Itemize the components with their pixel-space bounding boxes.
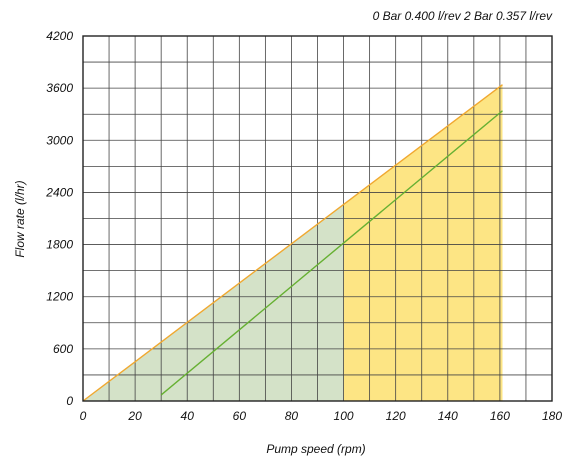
x-tick-label: 20 bbox=[127, 409, 142, 423]
x-tick-label: 100 bbox=[334, 409, 354, 423]
y-tick-label: 0 bbox=[66, 394, 73, 408]
shaded-region-1 bbox=[343, 84, 503, 402]
x-tick-label: 60 bbox=[233, 409, 247, 423]
y-axis-title: Flow rate (l/hr) bbox=[13, 180, 27, 257]
y-tick-labels: 0 600 1200 1800 2400 3000 3600 4200 bbox=[45, 29, 73, 408]
x-tick-label: 80 bbox=[285, 409, 299, 423]
y-tick-label: 600 bbox=[53, 342, 73, 356]
x-tick-label: 160 bbox=[490, 409, 510, 423]
legend-text: 0 Bar 0.400 l/rev 2 Bar 0.357 l/rev bbox=[373, 9, 553, 23]
x-tick-label: 140 bbox=[438, 409, 458, 423]
x-tick-label: 0 bbox=[80, 409, 87, 423]
x-tick-label: 40 bbox=[181, 409, 195, 423]
y-tick-label: 4200 bbox=[46, 29, 73, 43]
x-tick-label: 120 bbox=[386, 409, 406, 423]
y-tick-label: 1800 bbox=[46, 238, 73, 252]
x-tick-labels: 0 20 40 60 80 100 120 140 160 180 bbox=[80, 409, 563, 423]
y-tick-label: 2400 bbox=[45, 185, 73, 199]
y-tick-label: 3000 bbox=[46, 133, 73, 147]
grid-lines bbox=[82, 35, 553, 402]
x-axis-title: Pump speed (rpm) bbox=[266, 442, 365, 456]
plot-border bbox=[82, 35, 553, 402]
y-tick-label: 1200 bbox=[46, 290, 73, 304]
y-tick-label: 3600 bbox=[46, 81, 73, 95]
series-line-0 bbox=[82, 84, 503, 402]
x-tick-label: 180 bbox=[542, 409, 562, 423]
series-lines bbox=[82, 84, 503, 402]
series-line-1 bbox=[160, 110, 503, 396]
plot-frame bbox=[82, 35, 553, 402]
